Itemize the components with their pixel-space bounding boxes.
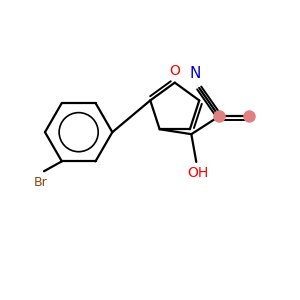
Text: N: N [189,66,201,81]
Text: Br: Br [34,176,48,189]
Text: OH: OH [188,166,209,180]
Text: O: O [169,64,180,78]
